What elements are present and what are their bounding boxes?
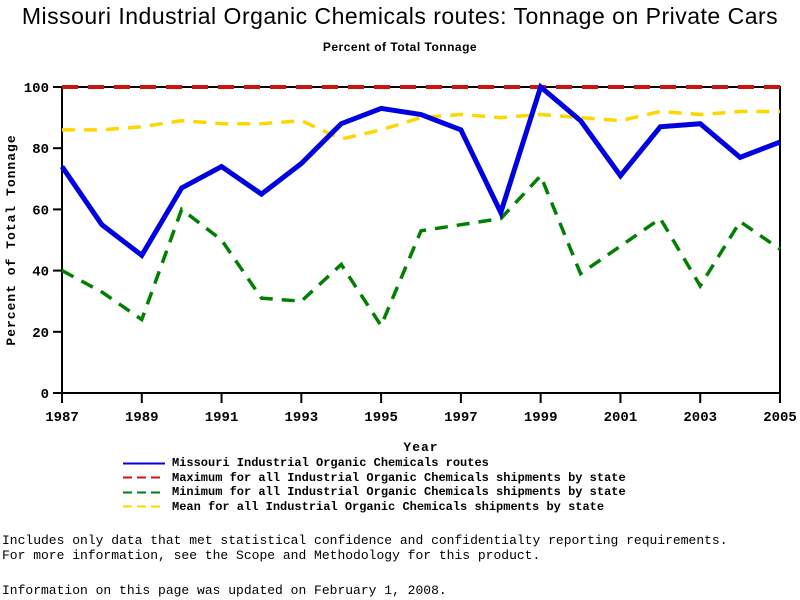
legend-item-maximum: Maximum for all Industrial Organic Chemi…	[122, 471, 626, 486]
y-tick-label: 100	[24, 81, 49, 97]
legend-label: Mean for all Industrial Organic Chemical…	[172, 499, 605, 514]
x-tick-label: 1997	[444, 410, 478, 426]
mean-line-swatch	[123, 505, 165, 508]
missouri-line-swatch	[123, 462, 165, 465]
legend: Missouri Industrial Organic Chemicals ro…	[122, 456, 626, 514]
series-line-mean	[62, 109, 780, 141]
series-line-minimum	[61, 172, 781, 330]
legend-item-missouri: Missouri Industrial Organic Chemicals ro…	[122, 456, 626, 471]
footnote-line-2: For more information, see the Scope and …	[2, 548, 541, 563]
legend-label: Maximum for all Industrial Organic Chemi…	[172, 470, 626, 485]
y-tick-label: 0	[41, 387, 49, 403]
legend-item-mean: Mean for all Industrial Organic Chemical…	[122, 500, 626, 515]
footnote-update-note: Information on this page was updated on …	[2, 583, 447, 598]
x-tick-label: 1999	[524, 410, 558, 426]
x-tick-label: 2003	[683, 410, 717, 426]
x-tick-label: 1993	[285, 410, 319, 426]
x-tick-label: 1991	[205, 410, 239, 426]
y-tick-label: 60	[32, 203, 49, 219]
x-tick-label: 1987	[45, 410, 79, 426]
x-tick-label: 2005	[763, 410, 797, 426]
legend-item-minimum: Minimum for all Industrial Organic Chemi…	[122, 485, 626, 500]
x-tick-label: 2001	[604, 410, 638, 426]
chart-subtitle: Percent of Total Tonnage	[322, 40, 478, 54]
series-line-missouri	[59, 82, 781, 259]
x-axis-title: Year	[403, 440, 438, 455]
x-tick-label: 1995	[364, 410, 398, 426]
minimum-line-swatch	[123, 491, 165, 494]
legend-label: Missouri Industrial Organic Chemicals ro…	[172, 456, 489, 471]
y-axis-title: Percent of Total Tonnage	[4, 134, 19, 345]
x-tick-label: 1989	[125, 410, 159, 426]
maximum-line-swatch	[123, 476, 165, 479]
plot-frame	[61, 86, 781, 394]
y-tick-label: 40	[32, 265, 49, 281]
plot-area: 0 20 40 60 80 100 1987 1989 1991 1993 1995 1997 1999…	[4, 81, 797, 455]
y-tick-label: 20	[32, 326, 49, 342]
footnote-line-1: Includes only data that met statistical …	[2, 533, 728, 548]
chart-title: Missouri Industrial Organic Chemicals ro…	[21, 3, 779, 29]
y-tick-label: 80	[32, 142, 49, 158]
legend-label: Minimum for all Industrial Organic Chemi…	[172, 485, 626, 500]
